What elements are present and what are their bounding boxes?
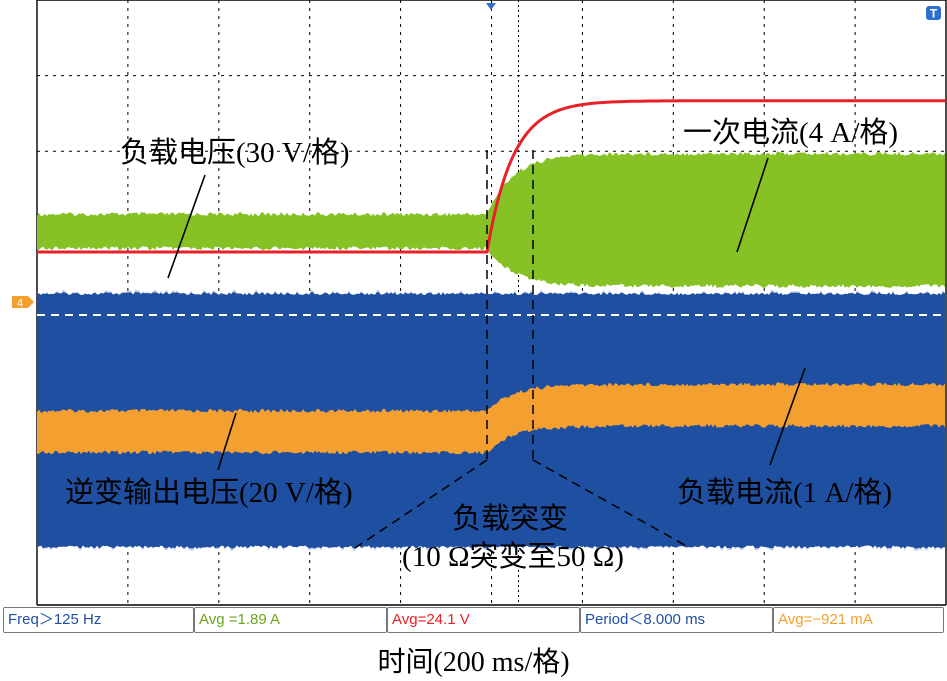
measurement-avg-load-current: Avg=−921 mA	[773, 607, 944, 633]
load-voltage-label: 负载电压(30 V/格)	[120, 136, 350, 169]
load-current-label: 负载电流(1 A/格)	[677, 476, 892, 509]
primary-current-trace	[37, 151, 945, 288]
load-voltage-leader	[167, 174, 206, 279]
measurement-period: Period＜8.000 ms	[580, 607, 773, 633]
trigger-badge-text: T	[930, 7, 938, 21]
trigger-position-marker	[486, 3, 496, 10]
trigger-badge	[926, 6, 941, 20]
load-voltage-trace	[37, 99, 945, 254]
measurement-avg-primary-current: Avg =1.89 A	[194, 607, 387, 633]
channel-4-marker-text: 4	[17, 298, 23, 310]
inverter-voltage-label: 逆变输出电压(20 V/格)	[65, 476, 353, 509]
load-current-trace	[37, 382, 945, 455]
measurement-avg-load-voltage: Avg=24.1 V	[387, 607, 580, 633]
primary-current-leader	[736, 157, 769, 253]
channel-4-marker	[12, 296, 34, 308]
oscilloscope-chart: T 4 负载电压(30 V/格) 一次电流(4 A/格) 逆变输出电压(20 V…	[12, 0, 947, 606]
inverter-voltage-leader	[217, 412, 237, 471]
primary-current-label: 一次电流(4 A/格)	[683, 116, 898, 149]
x-axis-label: 时间(200 ms/格)	[377, 647, 570, 678]
measurement-freq: Freq＞125 Hz	[3, 607, 194, 633]
transition-label: 负载突变	[452, 502, 568, 535]
transition-sub-label: (10 Ω突变至50 Ω)	[402, 540, 624, 573]
transition-diag-left	[354, 459, 488, 549]
load-current-leader	[769, 367, 806, 466]
